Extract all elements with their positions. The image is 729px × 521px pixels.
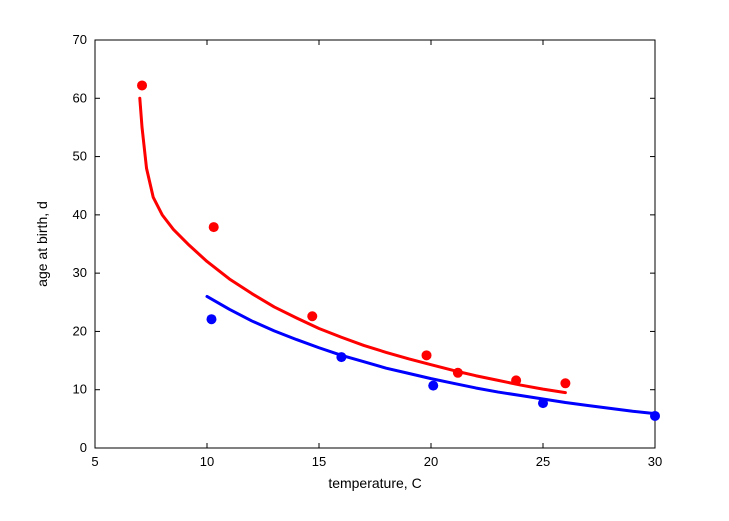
series-marker-blue bbox=[428, 381, 438, 391]
series-marker-red bbox=[137, 80, 147, 90]
series-marker-blue bbox=[206, 314, 216, 324]
series-marker-red bbox=[560, 378, 570, 388]
x-tick-label: 20 bbox=[424, 454, 438, 469]
y-tick-label: 50 bbox=[73, 149, 87, 164]
y-tick-label: 20 bbox=[73, 323, 87, 338]
y-axis-label: age at birth, d bbox=[34, 201, 50, 287]
plot-box bbox=[95, 40, 655, 448]
y-tick-label: 0 bbox=[80, 440, 87, 455]
x-tick-label: 25 bbox=[536, 454, 550, 469]
y-tick-label: 10 bbox=[73, 382, 87, 397]
y-tick-label: 40 bbox=[73, 207, 87, 222]
series-curve-red bbox=[140, 98, 566, 392]
series-marker-red bbox=[422, 350, 432, 360]
series-marker-blue bbox=[538, 398, 548, 408]
series-marker-red bbox=[307, 311, 317, 321]
x-tick-label: 30 bbox=[648, 454, 662, 469]
x-axis-label: temperature, C bbox=[328, 475, 421, 491]
y-tick-label: 60 bbox=[73, 90, 87, 105]
series-marker-red bbox=[453, 368, 463, 378]
chart-container: 5 10 15 20 25 30 0 10 20 30 40 50 60 70 temperature, C… bbox=[0, 0, 729, 521]
x-tick-label: 10 bbox=[200, 454, 214, 469]
series-marker-red bbox=[209, 222, 219, 232]
series-marker-blue bbox=[650, 411, 660, 421]
x-tick-label: 5 bbox=[91, 454, 98, 469]
y-tick-label: 70 bbox=[73, 32, 87, 47]
series-marker-red bbox=[511, 375, 521, 385]
series-marker-blue bbox=[336, 352, 346, 362]
x-tick-label: 15 bbox=[312, 454, 326, 469]
chart-svg: 5 10 15 20 25 30 0 10 20 30 40 50 60 70 temperature, C… bbox=[0, 0, 729, 521]
y-tick-label: 30 bbox=[73, 265, 87, 280]
